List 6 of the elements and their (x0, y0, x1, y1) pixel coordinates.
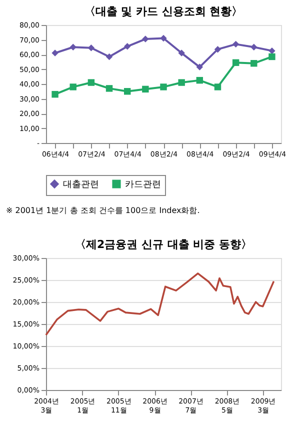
legend-label: 대출관련 (63, 180, 99, 190)
text: ※ 2001년 1분기 총 조회 건수를 100으로 Index화함. (6, 206, 200, 215)
line-series (45, 272, 275, 336)
chart-title: 〈제2금융권 신규 대출 비중 동향〉 (75, 238, 252, 251)
chart-title: 〈대출 및 카드 신용조회 현황〉 (84, 5, 243, 18)
legend-label: 카드관련 (125, 180, 161, 190)
